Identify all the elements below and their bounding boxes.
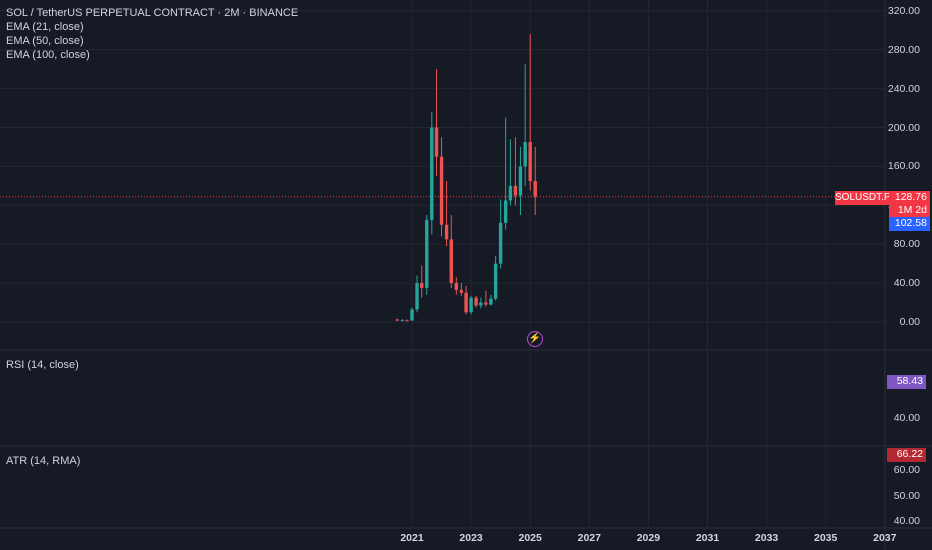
price-tick-label: 0.00 <box>899 316 920 328</box>
time-tick-label: 2027 <box>577 532 601 544</box>
candle-body <box>493 263 498 299</box>
time-tick-label: 2025 <box>518 532 542 544</box>
rsi-pane-label[interactable]: RSI (14, close) <box>6 359 79 371</box>
candle-body <box>444 224 449 240</box>
ema-21-legend[interactable]: EMA (21, close) <box>6 21 84 33</box>
price-tick-label: 160.00 <box>887 160 920 173</box>
price-tick-label: 200.00 <box>887 121 920 134</box>
price-tick-label: 80.00 <box>893 238 920 251</box>
candle-body <box>479 302 483 306</box>
candle-body <box>415 283 419 310</box>
rsi-tick-label: 40.00 <box>893 412 920 424</box>
time-tick-label: 2035 <box>814 532 838 544</box>
atr-tick-label: 60.00 <box>893 464 920 476</box>
candle-body <box>449 239 454 284</box>
price-tick-label: 320.00 <box>887 4 920 17</box>
ema-value-tag: 102.58 <box>889 217 930 231</box>
time-tick-label: 2033 <box>754 532 779 544</box>
candle-body <box>395 319 399 321</box>
time-tick-label: 2031 <box>695 532 720 544</box>
candle-body <box>503 200 508 223</box>
candle-body <box>469 297 473 313</box>
atr-tick-label: 50.00 <box>893 490 920 502</box>
candle-body <box>410 309 414 321</box>
candle-body <box>508 185 513 201</box>
chart-title: SOL / TetherUS PERPETUAL CONTRACT · 2M ·… <box>6 7 299 19</box>
ema-50-legend[interactable]: EMA (50, close) <box>6 35 84 47</box>
candle-body <box>430 127 434 220</box>
countdown-tag: 1M 2d <box>889 204 930 217</box>
atr-tick-label: 40.00 <box>893 515 920 527</box>
price-tick-label: 40.00 <box>893 277 920 290</box>
candle-body <box>425 219 429 288</box>
candle-body <box>489 298 493 305</box>
candle-body <box>439 156 444 225</box>
time-tick-label: 2029 <box>636 532 661 544</box>
last-price-tag: 128.76 <box>889 191 930 204</box>
candle-body <box>400 320 404 322</box>
candle-body <box>454 283 459 290</box>
time-tick-label: 2037 <box>873 532 897 544</box>
candle-body <box>459 289 464 293</box>
candle-body <box>405 320 409 322</box>
lightning-icon[interactable]: ⚡ <box>527 331 543 347</box>
candle-body <box>498 222 503 264</box>
price-tick-label: 240.00 <box>887 82 920 95</box>
candle-body <box>533 180 537 197</box>
time-tick-label: 2023 <box>459 532 483 544</box>
atr-value-tag: 66.22 <box>887 448 926 462</box>
candle-body <box>518 166 523 196</box>
time-tick-label: 2021 <box>400 532 424 544</box>
candle-body <box>528 142 532 181</box>
candle-body <box>434 127 439 157</box>
price-tick-label: 280.00 <box>887 43 920 56</box>
candle-body <box>523 142 527 167</box>
candle-body <box>464 292 468 313</box>
candle-body <box>484 302 488 305</box>
rsi-value-tag: 58.43 <box>887 375 926 389</box>
symbol-tag: SOLUSDT.P <box>835 191 891 205</box>
candle-body <box>474 297 478 306</box>
ema-100-legend[interactable]: EMA (100, close) <box>6 49 90 61</box>
atr-pane-label[interactable]: ATR (14, RMA) <box>6 455 81 467</box>
candle-body <box>420 283 424 288</box>
candle-body <box>513 185 518 196</box>
